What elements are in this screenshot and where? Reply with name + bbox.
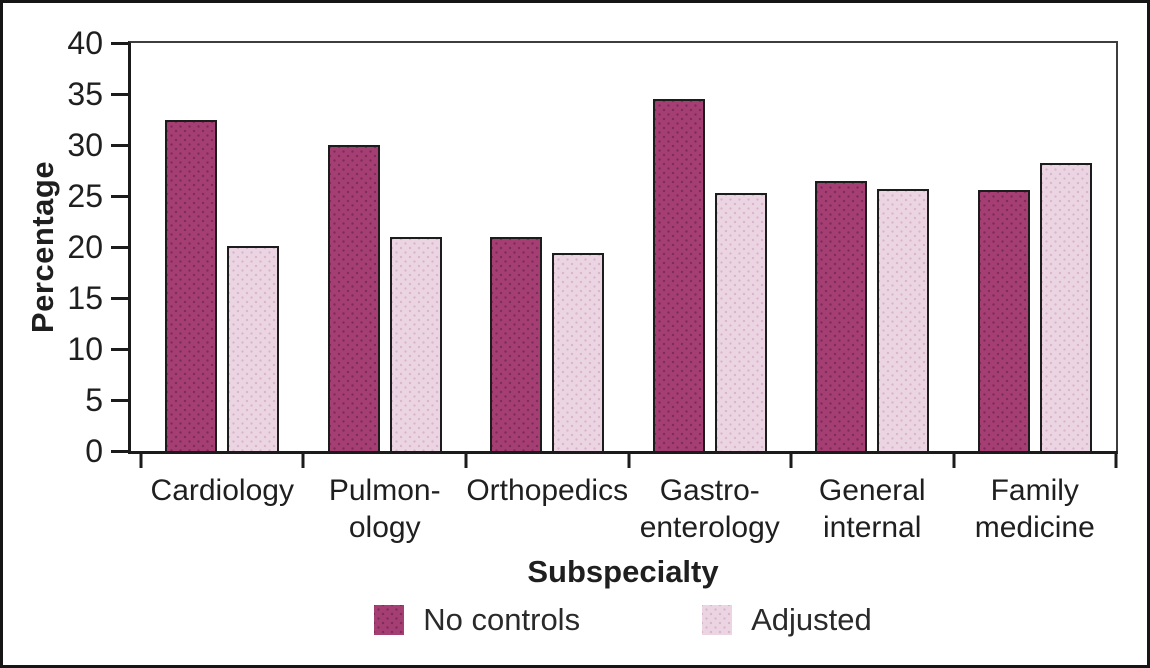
y-tick: [111, 93, 128, 96]
y-tick: [111, 450, 128, 453]
bar-adjusted-0: [227, 246, 279, 451]
x-axis-tick: [464, 451, 467, 468]
bar-no-controls-0: [165, 120, 217, 452]
bar-adjusted-1: [390, 237, 442, 451]
y-tick: [111, 399, 128, 402]
legend-swatch-adjusted: [702, 605, 732, 635]
x-category-label: Cardiology: [141, 472, 303, 509]
y-tick-label: 20: [13, 231, 103, 263]
legend: No controls Adjusted: [128, 602, 1118, 638]
y-tick: [111, 144, 128, 147]
legend-swatch-no-controls: [374, 605, 404, 635]
bar-group-4: [791, 43, 953, 451]
y-tick-label: 25: [13, 180, 103, 212]
y-tick-label: 35: [13, 78, 103, 110]
bar-group-1: [303, 43, 465, 451]
y-tick: [111, 297, 128, 300]
legend-label-adjusted: Adjusted: [751, 602, 872, 638]
y-tick-label: 30: [13, 129, 103, 161]
bar-no-controls-2: [490, 237, 542, 451]
x-axis-tick: [302, 451, 305, 468]
x-axis-tick: [952, 451, 955, 468]
bar-adjusted-4: [877, 189, 929, 451]
y-tick-label: 5: [13, 384, 103, 416]
y-tick: [111, 348, 128, 351]
legend-item-adjusted: Adjusted: [702, 602, 872, 638]
y-tick-label: 40: [13, 27, 103, 59]
plot-area: CardiologyPulmon-ologyOrthopedicsGastro-…: [128, 41, 1118, 454]
chart-figure: Percentage CardiologyPulmon-ologyOrthope…: [0, 0, 1150, 668]
bars-region: CardiologyPulmon-ologyOrthopedicsGastro-…: [141, 43, 1116, 451]
x-axis-tick: [627, 451, 630, 468]
x-category-label: Orthopedics: [466, 472, 628, 509]
bar-no-controls-4: [815, 181, 867, 451]
bar-no-controls-3: [653, 99, 705, 451]
x-axis-tick: [789, 451, 792, 468]
y-tick-label: 10: [13, 333, 103, 365]
y-tick: [111, 42, 128, 45]
x-category-label: Familymedicine: [954, 472, 1116, 546]
bar-no-controls-1: [328, 145, 380, 451]
x-category-label: Gastro-enterology: [629, 472, 791, 546]
y-tick-label: 15: [13, 282, 103, 314]
bar-group-3: [629, 43, 791, 451]
x-category-label: Pulmon-ology: [303, 472, 465, 546]
x-axis-tick: [1115, 451, 1118, 468]
bar-group-5: [954, 43, 1116, 451]
bar-no-controls-5: [978, 190, 1030, 451]
x-axis-title: Subspecialty: [128, 554, 1118, 590]
y-tick-label: 0: [13, 435, 103, 467]
bar-adjusted-2: [552, 253, 604, 451]
bar-adjusted-5: [1040, 163, 1092, 451]
bar-group-0: [141, 43, 303, 451]
bar-adjusted-3: [715, 193, 767, 451]
legend-item-no-controls: No controls: [374, 602, 580, 638]
bar-group-2: [466, 43, 628, 451]
legend-label-no-controls: No controls: [423, 602, 580, 638]
y-tick: [111, 195, 128, 198]
x-category-label: Generalinternal: [791, 472, 953, 546]
y-tick: [111, 246, 128, 249]
x-axis-tick: [140, 451, 143, 468]
